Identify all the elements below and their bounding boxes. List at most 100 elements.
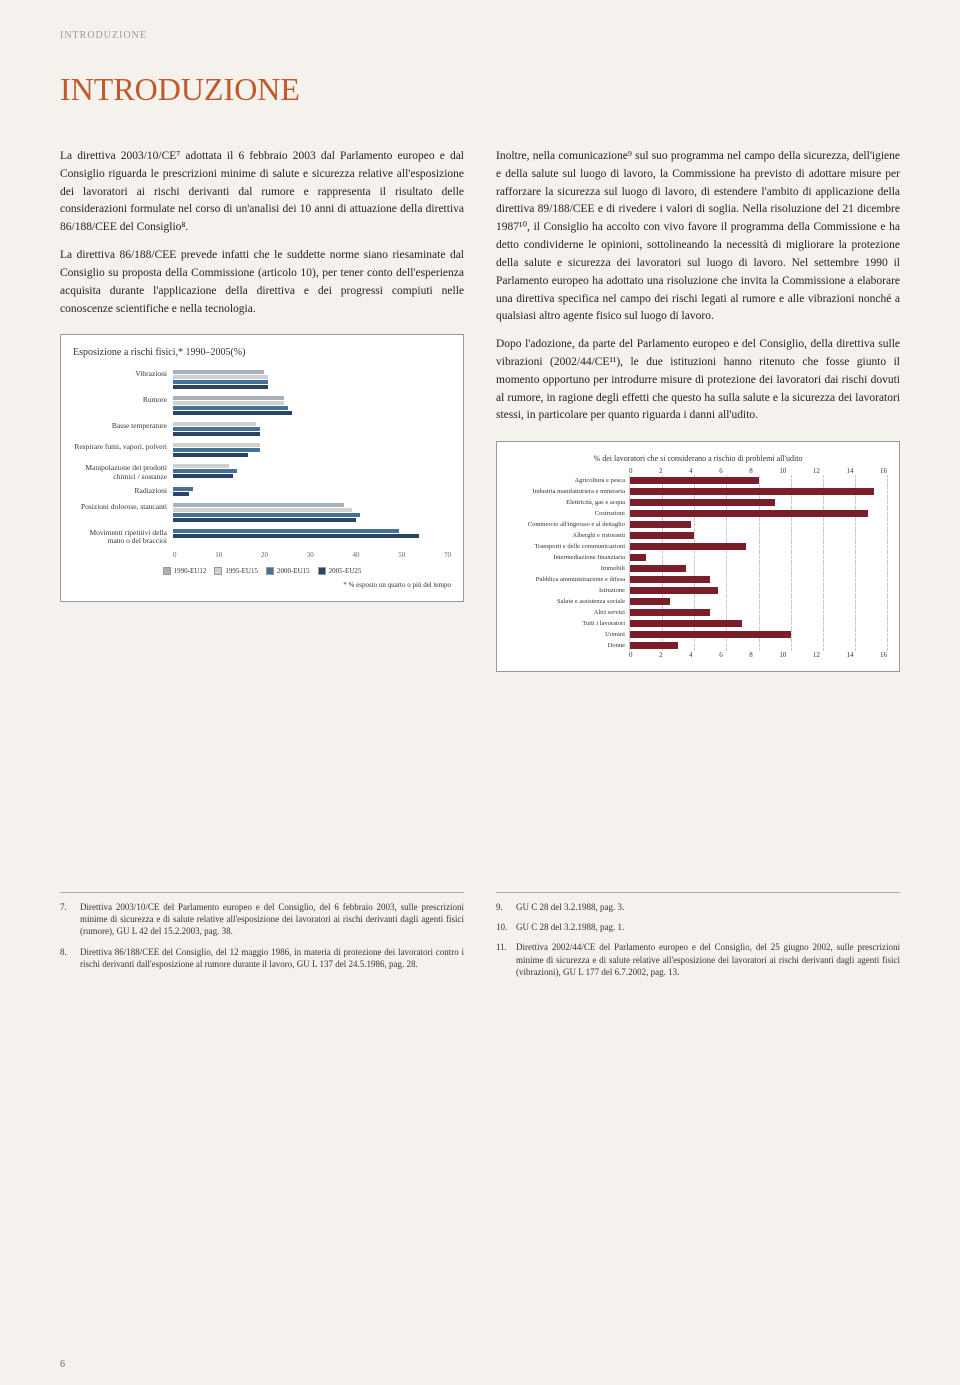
footnote-item: 9.GU C 28 del 3.2.1988, pag. 3. xyxy=(496,901,900,913)
chart2-bar xyxy=(630,642,678,649)
chart1-category-label: Posizioni dolorose, stancanti xyxy=(73,503,173,511)
chart2-gridline xyxy=(855,574,856,585)
chart1-bars xyxy=(173,464,451,479)
chart2-label: Tutti i lavoratori xyxy=(509,620,629,627)
chart2-label: Industria manifatturiera e mineraria xyxy=(509,488,629,495)
chart2-gridline xyxy=(791,530,792,541)
chart1-note: * % esposto un quarto o più del tempo xyxy=(73,581,451,589)
chart1-bar xyxy=(173,411,292,415)
chart1-bar xyxy=(173,422,256,426)
chart1-tick: 30 xyxy=(307,551,314,559)
chart2-gridline xyxy=(887,486,888,497)
chart2-bar xyxy=(630,554,646,561)
chart2-gridline xyxy=(887,596,888,607)
chart2-bar-wrap xyxy=(629,541,887,552)
header-label: INTRODUZIONE xyxy=(60,30,900,41)
chart2-axis-top: 0246810121416 xyxy=(629,467,887,475)
chart1-bar xyxy=(173,529,399,533)
chart2-gridline xyxy=(759,618,760,629)
footnote-number: 11. xyxy=(496,941,516,977)
chart2-bar-wrap xyxy=(629,497,887,508)
footnote-text: Direttiva 86/188/CEE del Consiglio, del … xyxy=(80,946,464,970)
footnote-text: Direttiva 2003/10/CE del Parlamento euro… xyxy=(80,901,464,937)
chart2-bar-wrap xyxy=(629,607,887,618)
chart2-tick: 16 xyxy=(880,467,887,475)
chart2-row: Intermediazione finanziaria xyxy=(509,552,887,563)
chart1-bar xyxy=(173,518,356,522)
chart2-bar xyxy=(630,609,710,616)
chart2-label: Istruzione xyxy=(509,587,629,594)
chart2-tick: 10 xyxy=(779,651,786,659)
right-column: Inoltre, nella comunicazione⁹ sul suo pr… xyxy=(496,148,900,672)
chart2-gridline xyxy=(887,530,888,541)
chart1-row: Respirare fumi, vapori, polveri xyxy=(73,443,451,458)
chart2-bar xyxy=(630,587,718,594)
chart1-bar xyxy=(173,406,288,410)
chart1-row: Rumore xyxy=(73,396,451,416)
chart2-bar-wrap xyxy=(629,508,887,519)
chart2-gridline xyxy=(855,585,856,596)
chart1-category-label: Basse temperature xyxy=(73,422,173,430)
body-paragraph: La direttiva 86/188/CEE prevede infatti … xyxy=(60,247,464,318)
chart2-row: Industria manifatturiera e mineraria xyxy=(509,486,887,497)
chart1-row: Posizioni dolorose, stancanti xyxy=(73,503,451,523)
chart1-category-label: Vibrazioni xyxy=(73,370,173,378)
chart2-row: Commercio all'ingrosso e al dettaglio xyxy=(509,519,887,530)
chart2-tick: 14 xyxy=(846,651,853,659)
chart1-row: Vibrazioni xyxy=(73,370,451,390)
chart2-bar-wrap xyxy=(629,530,887,541)
chart2-tick: 2 xyxy=(659,467,663,475)
chart1-bar xyxy=(173,375,268,379)
chart1-tick: 20 xyxy=(261,551,268,559)
chart2-gridline xyxy=(726,574,727,585)
chart1-legend-label: 2000-EU15 xyxy=(277,567,310,575)
chart2-gridline xyxy=(759,552,760,563)
chart2-gridline xyxy=(855,530,856,541)
chart1-bar xyxy=(173,453,248,457)
chart1-axis: 0102030405070 xyxy=(173,551,451,559)
chart1-category-label: Respirare fumi, vapori, polveri xyxy=(73,443,173,451)
footnote-text: GU C 28 del 3.2.1988, pag. 3. xyxy=(516,901,900,913)
footnote-item: 7.Direttiva 2003/10/CE del Parlamento eu… xyxy=(60,901,464,937)
chart2-gridline xyxy=(791,497,792,508)
chart2-gridline xyxy=(791,596,792,607)
chart1-bar xyxy=(173,448,260,452)
chart2-gridline xyxy=(759,541,760,552)
chart2-gridline xyxy=(694,530,695,541)
chart1-bar xyxy=(173,401,284,405)
chart2-gridline xyxy=(823,596,824,607)
chart2-gridline xyxy=(759,563,760,574)
footnotes-right: 9.GU C 28 del 3.2.1988, pag. 3.10.GU C 2… xyxy=(496,892,900,986)
chart1-legend-item: 1995-EU15 xyxy=(214,567,258,575)
chart1-tick: 40 xyxy=(353,551,360,559)
chart2-gridline xyxy=(791,519,792,530)
chart2-gridline xyxy=(855,640,856,651)
chart2-gridline xyxy=(855,629,856,640)
chart2-gridline xyxy=(887,585,888,596)
chart1-bar xyxy=(173,474,233,478)
chart2-gridline xyxy=(855,552,856,563)
chart2-gridline xyxy=(726,552,727,563)
chart2-tick: 12 xyxy=(813,651,820,659)
chart1-row: Movimenti ripetitivi della mano o del br… xyxy=(73,529,451,546)
chart1-legend-swatch xyxy=(214,567,222,575)
chart2-gridline xyxy=(791,640,792,651)
chart1-bar xyxy=(173,534,419,538)
body-paragraph: Inoltre, nella comunicazione⁹ sul suo pr… xyxy=(496,148,900,326)
chart2-bar-wrap xyxy=(629,563,887,574)
chart2-tick: 12 xyxy=(813,467,820,475)
chart2-bar-wrap xyxy=(629,486,887,497)
chart2-row: Costruzioni xyxy=(509,508,887,519)
chart2-gridline xyxy=(855,618,856,629)
chart2-gridline xyxy=(887,541,888,552)
chart1-bar xyxy=(173,508,352,512)
chart2-row: Alberghi e ristoranti xyxy=(509,530,887,541)
chart2-label: Agricoltura e pesca xyxy=(509,477,629,484)
chart2-gridline xyxy=(726,640,727,651)
chart2-row: Pubblica amministrazione e difesa xyxy=(509,574,887,585)
body-paragraph: Dopo l'adozione, da parte del Parlamento… xyxy=(496,336,900,425)
chart2-bar xyxy=(630,598,670,605)
chart2-gridline xyxy=(887,607,888,618)
chart2-bar xyxy=(630,532,694,539)
chart2-bar-wrap xyxy=(629,618,887,629)
